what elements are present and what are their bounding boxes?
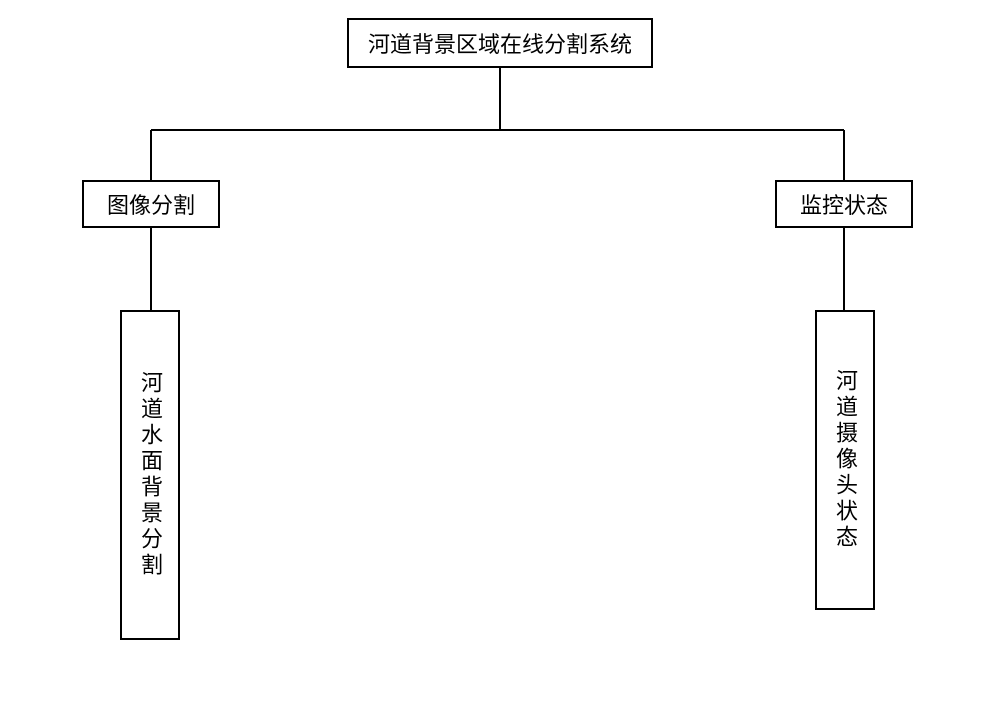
right-leaf-node: 河道摄像头状态 bbox=[815, 310, 875, 610]
right-mid-label: 监控状态 bbox=[800, 188, 888, 220]
left-leaf-node: 河道水面背景分割 bbox=[120, 310, 180, 640]
right-leaf-label: 河道摄像头状态 bbox=[829, 369, 861, 551]
right-mid-node: 监控状态 bbox=[775, 180, 913, 228]
root-node: 河道背景区域在线分割系统 bbox=[347, 18, 653, 68]
left-mid-node: 图像分割 bbox=[82, 180, 220, 228]
left-leaf-label: 河道水面背景分割 bbox=[134, 371, 166, 579]
left-mid-label: 图像分割 bbox=[107, 188, 195, 220]
root-label: 河道背景区域在线分割系统 bbox=[368, 27, 632, 59]
